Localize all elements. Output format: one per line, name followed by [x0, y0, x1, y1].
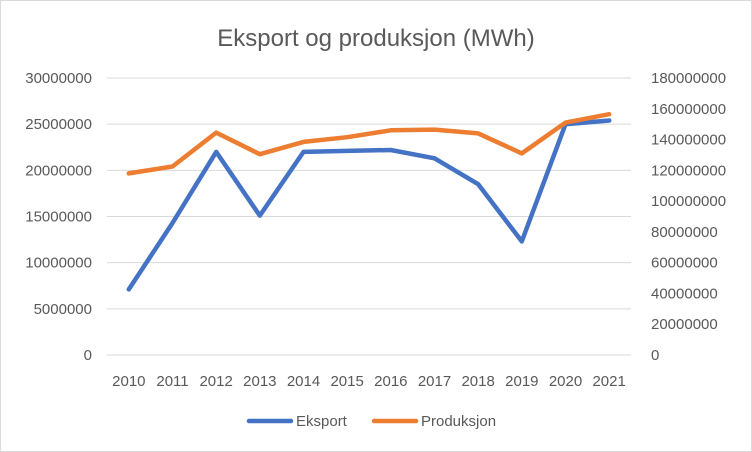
x-tick-label: 2019: [505, 373, 538, 390]
legend-label-produksjon: Produksjon: [421, 413, 496, 430]
chart-title: Eksport og produksjon (MWh): [217, 25, 534, 52]
left-tick-label: 15000000: [25, 209, 92, 226]
x-tick-label: 2018: [461, 373, 494, 390]
right-tick-label: 140000000: [651, 132, 726, 149]
x-axis: 2010 2011 2012 2013 2014 2015 2016 2017 2018 2019…: [112, 373, 626, 390]
gridlines: [107, 77, 631, 356]
left-tick-label: 20000000: [25, 162, 92, 179]
legend-label-eksport: Eksport: [296, 413, 348, 430]
x-tick-label: 2012: [199, 373, 232, 390]
x-tick-label: 2014: [287, 373, 320, 390]
left-tick-label: 5000000: [34, 301, 92, 318]
series-line-eksport: [126, 118, 612, 292]
x-tick-label: 2020: [549, 373, 582, 390]
right-axis: 0 20000000 40000000 60000000 80000000 1000000…: [651, 70, 726, 364]
x-tick-label: 2015: [330, 373, 363, 390]
right-tick-label: 160000000: [651, 101, 726, 118]
left-axis: 0 5000000 10000000 15000000 20000000 25000000…: [25, 70, 92, 364]
right-tick-label: 180000000: [651, 70, 726, 87]
right-tick-label: 0: [651, 347, 659, 364]
legend: Eksport Produksjon: [246, 413, 496, 430]
x-tick-label: 2013: [243, 373, 276, 390]
left-tick-label: 0: [84, 347, 92, 364]
x-tick-label: 2011: [156, 373, 188, 390]
series-group: [126, 111, 612, 292]
left-tick-label: 25000000: [25, 116, 92, 133]
right-tick-label: 20000000: [651, 316, 718, 333]
right-tick-label: 40000000: [651, 285, 718, 302]
right-tick-label: 120000000: [651, 162, 726, 179]
series-line-produksjon: [126, 111, 612, 176]
left-tick-label: 30000000: [25, 70, 92, 87]
x-tick-label: 2010: [112, 373, 145, 390]
right-tick-label: 60000000: [651, 255, 718, 272]
x-tick-label: 2016: [374, 373, 407, 390]
x-tick-label: 2021: [592, 373, 625, 390]
left-tick-label: 10000000: [25, 255, 92, 272]
right-tick-label: 80000000: [651, 224, 718, 241]
right-tick-label: 100000000: [651, 193, 726, 210]
x-tick-label: 2017: [418, 373, 451, 390]
